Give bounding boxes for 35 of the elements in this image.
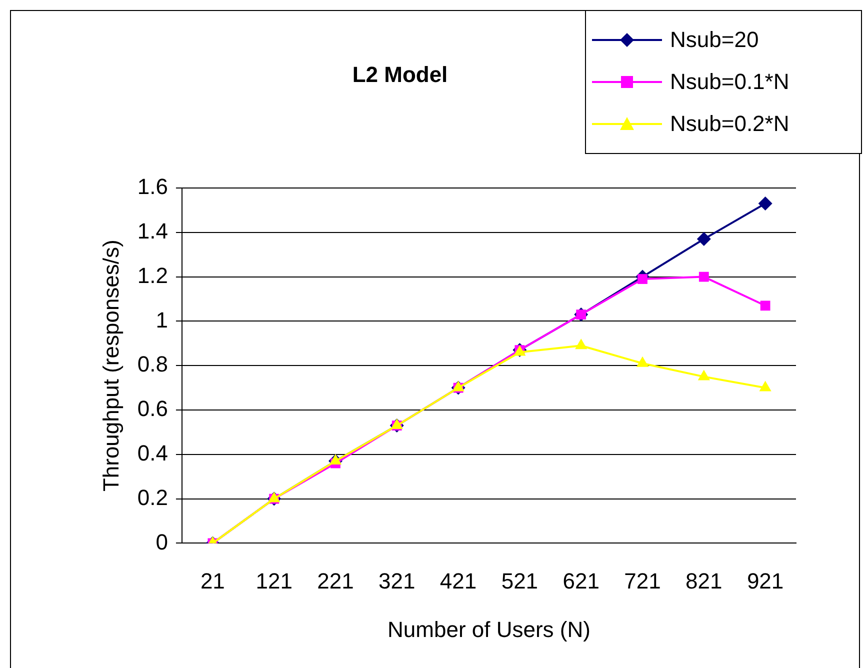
legend-label: Nsub=0.1*N: [670, 69, 790, 95]
legend-label: Nsub=0.2*N: [670, 111, 790, 137]
y-tick-label: 0.4: [137, 440, 168, 466]
point: [575, 338, 588, 350]
x-tick-label: 621: [562, 568, 600, 594]
point: [758, 196, 772, 211]
y-axis-title: Throughput (responses/s): [98, 240, 124, 492]
x-tick-label: 21: [200, 568, 225, 594]
point: [760, 300, 770, 311]
y-tick-label: 0.8: [137, 352, 168, 377]
y-tick-label: 1.4: [137, 218, 168, 244]
y-tick-label: 1.6: [137, 174, 168, 200]
chart-title: L2 Model: [351, 62, 449, 88]
point: [696, 232, 711, 246]
x-tick-label: 521: [501, 568, 538, 594]
y-tick-label: 1: [156, 307, 168, 332]
legend-label: Nsub=20: [670, 27, 759, 53]
y-tick-label: 1.2: [137, 262, 168, 288]
point: [698, 370, 710, 380]
x-tick-label: 121: [256, 568, 292, 594]
point: [759, 380, 772, 392]
y-tick-label: 0: [156, 529, 168, 554]
x-tick-label: 821: [686, 568, 722, 594]
point: [698, 272, 709, 282]
x-axis-title: Number of Users (N): [388, 616, 590, 642]
point: [329, 454, 342, 465]
x-tick-label: 721: [624, 568, 661, 594]
y-tick-label: 0.2: [137, 484, 168, 510]
y-tick-label: 0.6: [137, 396, 168, 422]
x-tick-label: 221: [317, 568, 354, 594]
point: [636, 356, 649, 367]
x-tick-label: 921: [746, 568, 784, 594]
x-tick-label: 421: [440, 568, 477, 594]
point: [638, 274, 648, 284]
x-tick-label: 321: [378, 568, 416, 594]
